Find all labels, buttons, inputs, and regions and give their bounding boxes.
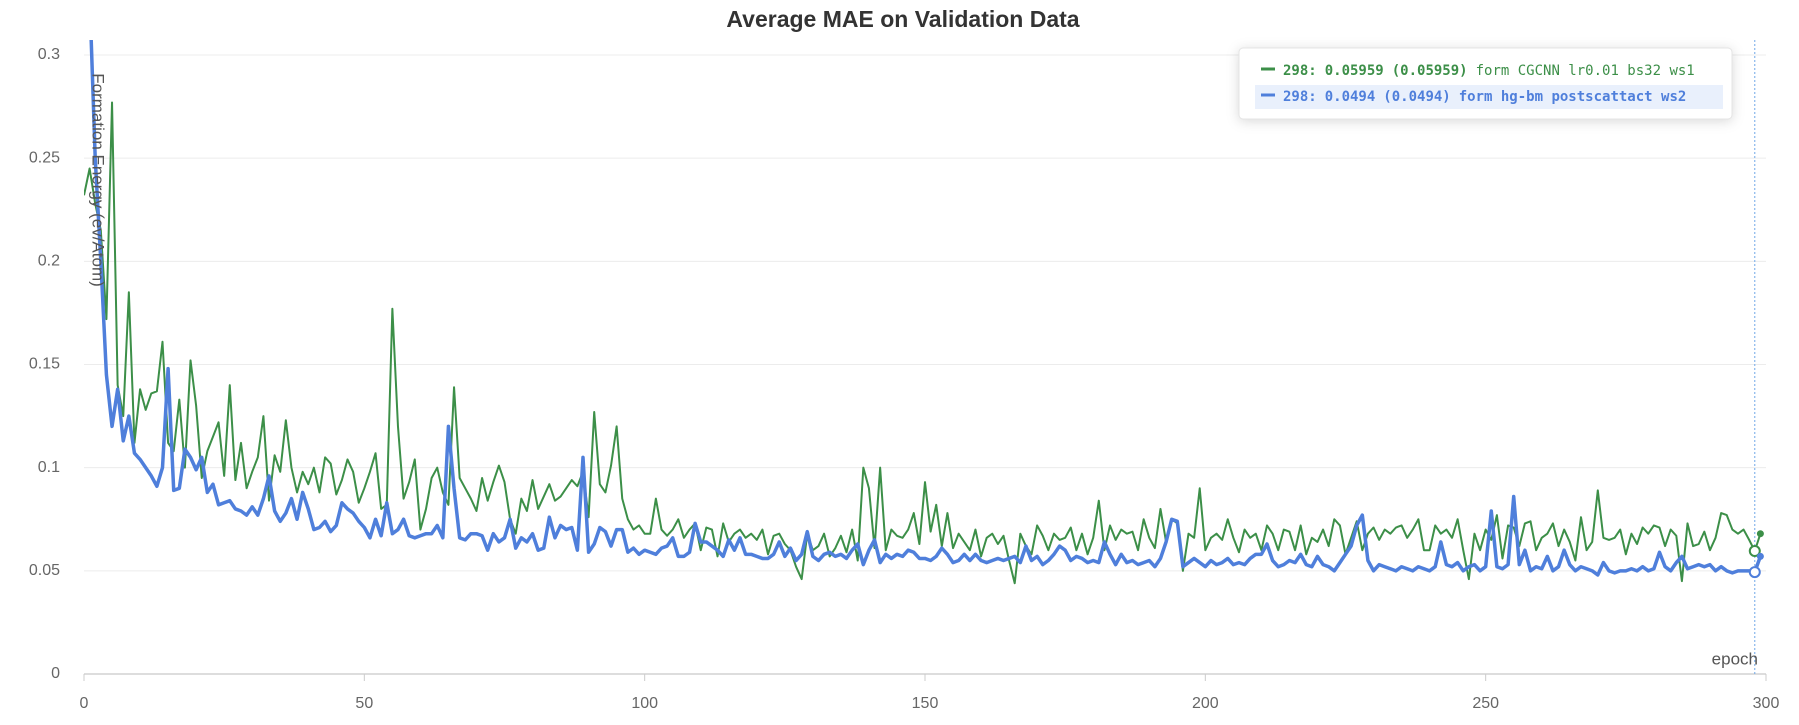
hover-point [1748,566,1761,579]
y-tick-label: 0.3 [38,46,60,63]
tooltip-highlight [1255,85,1723,109]
x-tick-label: 200 [1192,695,1219,712]
x-tick-label: 250 [1472,695,1499,712]
x-tick-label: 150 [912,695,939,712]
x-tick-label: 100 [631,695,658,712]
series-line [84,101,1762,585]
end-dot [1756,552,1764,560]
x-tick-label: 300 [1753,695,1780,712]
tooltip-value: 0.0494 [1325,89,1376,105]
tooltip-value: 0.05959 [1325,63,1384,79]
y-tick-label: 0.15 [29,356,60,373]
y-tick-label: 0.1 [38,459,60,476]
tooltip-smoothed: (0.0494) [1383,89,1450,105]
end-dot [1756,530,1764,538]
series-line [89,40,1763,577]
x-tick-label: 50 [355,695,373,712]
y-axis-label: Formation Energy (ev/Atom) [89,73,108,287]
tooltip-epoch: 298: [1283,63,1317,79]
tooltip-row: 298: 0.05959 (0.05959) form CGCNN lr0.01 bs… [1283,63,1695,79]
chart-title: Average MAE on Validation Data [726,6,1079,32]
x-tick-label: 0 [80,695,89,712]
x-axis-label: epoch [1712,649,1758,668]
tooltip-name: form CGCNN lr0.01 bs32 ws1 [1476,63,1695,79]
tooltip-name: form hg-bm postscattact ws2 [1459,89,1687,105]
y-tick-label: 0.05 [29,562,60,579]
grid: 0 0.05 0.1 0.15 0.2 0.25 0.3 0 50 100 150 200 250 300 [29,40,1780,712]
tooltip: 298: 0.05959 (0.05959) form CGCNN lr0.01 bs… [1238,47,1733,120]
y-tick-label: 0.25 [29,149,60,166]
hover-point [1748,545,1761,558]
tooltip-row: 298: 0.0494 (0.0494) form hg-bm postscattac… [1283,89,1686,105]
y-tick-label: 0.2 [38,253,60,270]
y-tick-label: 0 [51,665,60,682]
tooltip-epoch: 298: [1283,89,1317,105]
plot-area [84,40,1764,585]
tooltip-smoothed: (0.05959) [1392,63,1468,79]
